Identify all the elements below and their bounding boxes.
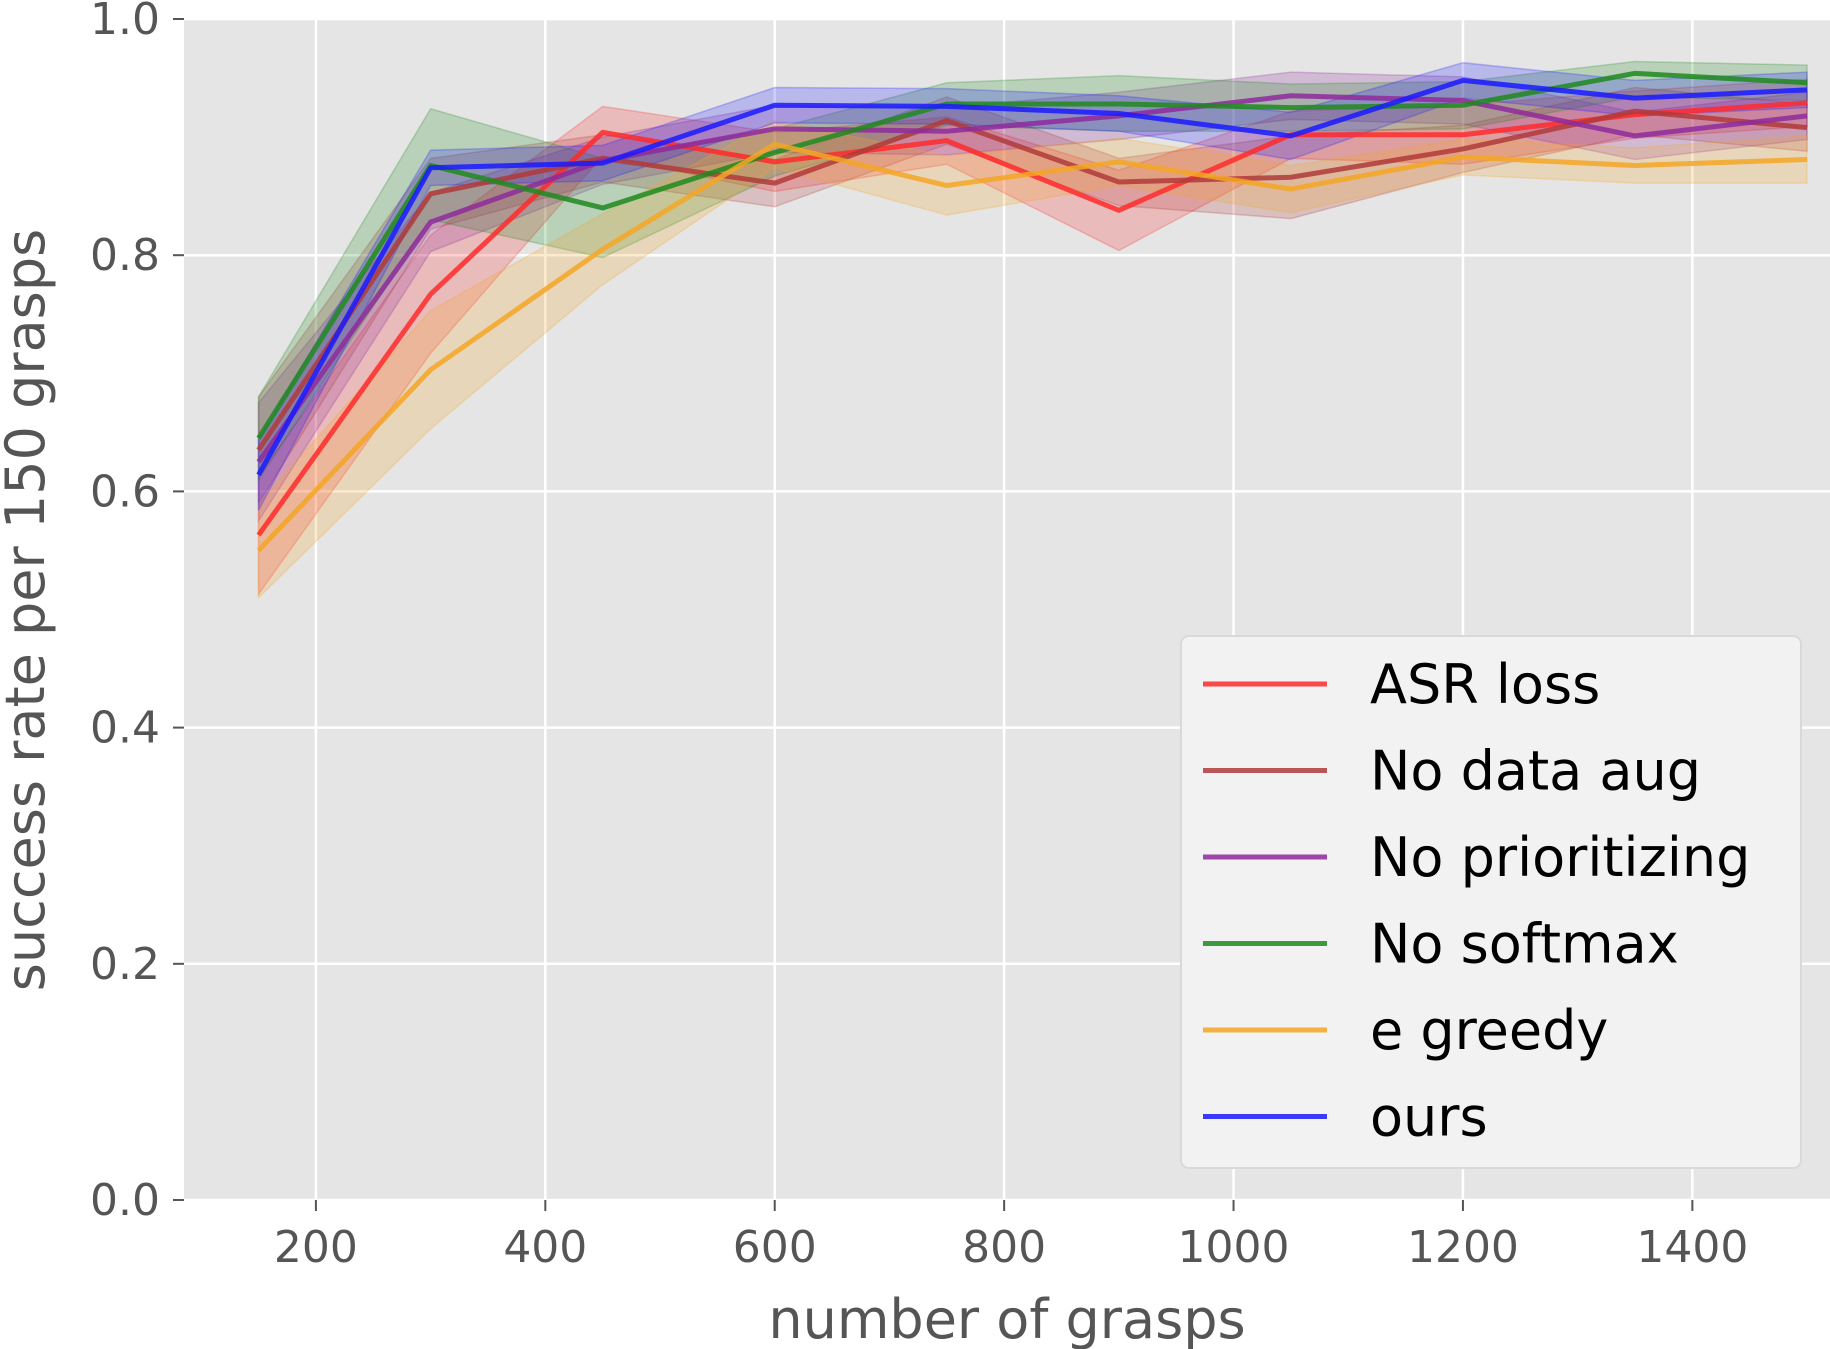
x-tick-label: 600 — [733, 1222, 817, 1273]
y-axis-label: success rate per 150 grasps — [0, 229, 57, 991]
x-tick-label: 1200 — [1407, 1222, 1519, 1273]
legend-label-no-data-aug: No data aug — [1370, 740, 1701, 803]
legend-label-ours: ours — [1370, 1086, 1488, 1149]
legend-label-no-softmax: No softmax — [1370, 913, 1679, 976]
legend-label-asr-loss: ASR loss — [1370, 653, 1600, 716]
legend-label-no-prioritizing: No prioritizing — [1370, 826, 1750, 889]
legend-box — [1180, 635, 1802, 1169]
line-ours — [256, 77, 1808, 477]
x-axis-label: number of grasps — [768, 1288, 1245, 1349]
series-lines — [256, 70, 1808, 553]
y-tick-label: 0.8 — [90, 230, 160, 281]
x-axis: 200 400 600 800 1000 1200 1400 — [274, 1200, 1748, 1273]
line-no-prioritizing — [256, 93, 1808, 464]
x-tick-label: 400 — [503, 1222, 587, 1273]
y-tick-label: 0.2 — [90, 939, 160, 990]
band-e-greedy — [257, 119, 1808, 600]
legend-label-e-greedy: e greedy — [1370, 999, 1608, 1062]
legend: ASR loss No data aug No prioritizing No sof… — [1180, 635, 1802, 1169]
x-tick-label: 800 — [962, 1222, 1046, 1273]
x-tick-label: 1400 — [1636, 1222, 1748, 1273]
y-axis: 0.0 0.2 0.4 0.6 0.8 1.0 — [90, 0, 184, 1226]
y-tick-label: 0.4 — [90, 703, 160, 754]
x-tick-label: 200 — [274, 1222, 358, 1273]
y-tick-label: 0.6 — [90, 466, 160, 517]
band-ours — [257, 61, 1808, 511]
x-tick-label: 1000 — [1178, 1222, 1290, 1273]
y-tick-label: 1.0 — [90, 0, 160, 45]
line-e-greedy — [256, 141, 1808, 553]
y-tick-label: 0.0 — [90, 1175, 160, 1226]
line-no-data-aug — [256, 108, 1808, 452]
